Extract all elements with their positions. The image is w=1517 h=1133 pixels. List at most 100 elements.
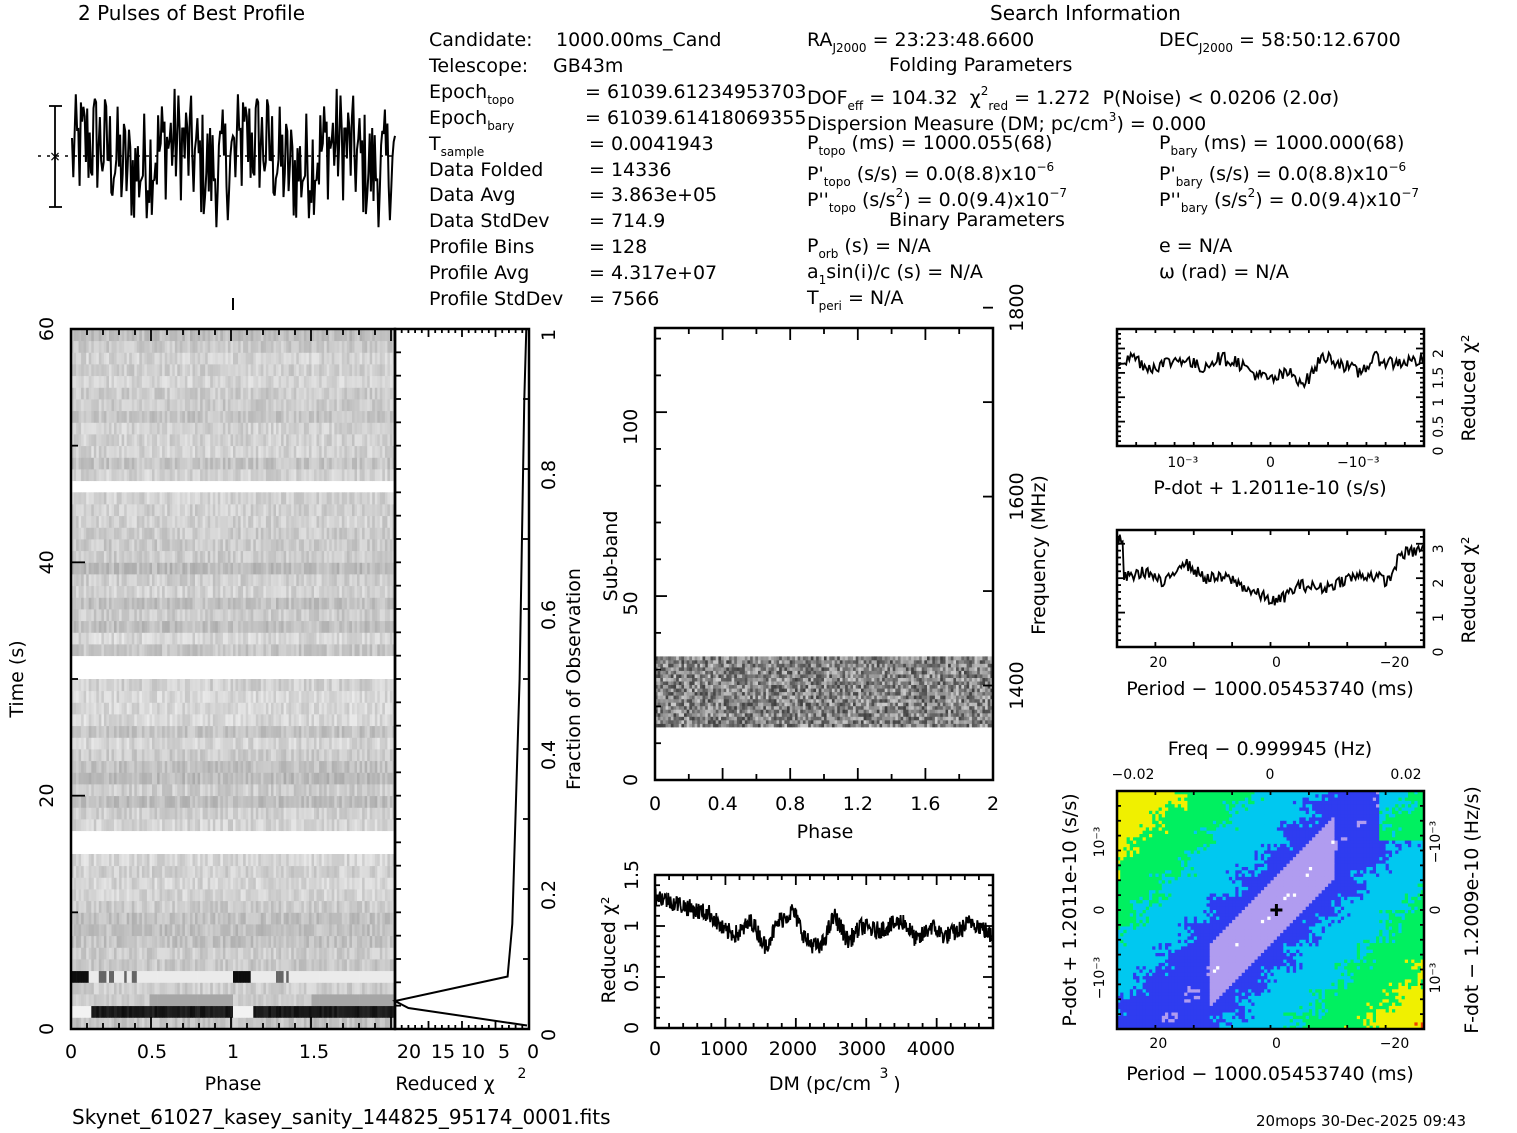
time-phase-cell — [159, 819, 163, 832]
time-phase-cell — [103, 760, 107, 773]
time-phase-cell — [182, 737, 186, 750]
time-phase-cell — [341, 959, 345, 972]
time-phase-cell — [379, 679, 383, 692]
time-phase-cell — [152, 574, 155, 587]
time-phase-cell — [331, 1017, 335, 1030]
time-phase-cell — [174, 889, 178, 902]
time-phase-cell — [308, 609, 312, 622]
time-phase-cell — [349, 924, 353, 937]
time-phase-cell — [268, 795, 272, 808]
time-phase-cell — [200, 795, 203, 808]
time-phase-cell — [215, 994, 219, 1007]
time-phase-cell — [83, 702, 87, 715]
time-phase-cell — [114, 784, 117, 797]
time-phase-cell — [235, 620, 239, 633]
time-phase-cell — [240, 947, 244, 960]
time-phase-cell — [131, 784, 135, 797]
time-phase-cell — [258, 737, 262, 750]
time-phase-cell — [263, 865, 267, 878]
time-phase-cell — [372, 912, 376, 925]
time-phase-cell — [235, 772, 239, 785]
time-phase-cell — [301, 889, 305, 902]
time-phase-cell — [192, 947, 196, 960]
time-phase-cell — [202, 644, 206, 657]
time-phase-cell — [172, 947, 176, 960]
time-phase-cell — [200, 877, 203, 890]
time-phase-cell — [243, 597, 246, 610]
time-phase-cell — [387, 807, 391, 820]
time-phase-cell — [83, 795, 87, 808]
time-phase-cell — [235, 702, 239, 715]
time-phase-cell — [172, 632, 176, 645]
time-phase-cell — [314, 959, 317, 972]
time-phase-cell — [260, 574, 264, 587]
time-phase-cell — [136, 807, 140, 820]
time-phase-cell — [387, 877, 391, 890]
time-phase-cell — [387, 585, 391, 598]
time-phase-cell — [119, 644, 122, 657]
time-phase-cell — [329, 714, 333, 727]
time-phase-cell — [126, 679, 130, 692]
time-phase-cell — [109, 550, 112, 563]
time-phase-cell — [271, 737, 274, 750]
time-phase-cell — [182, 947, 186, 960]
time-phase-cell — [78, 900, 82, 913]
time-phase-cell — [288, 819, 292, 832]
time-phase-cell — [243, 679, 246, 692]
time-phase-cell — [374, 819, 378, 832]
time-phase-cell — [268, 877, 272, 890]
time-phase-cell — [187, 609, 191, 622]
time-phase-cell — [281, 679, 284, 692]
time-phase-cell — [76, 924, 79, 937]
time-phase-cell — [314, 819, 317, 832]
time-phase-cell — [367, 935, 371, 948]
time-phase-cell — [319, 959, 322, 972]
time-phase-cell — [172, 679, 176, 692]
time-phase-cell — [369, 644, 373, 657]
tperi-line: Tperi = N/A — [807, 287, 904, 317]
time-phase-cell — [212, 679, 216, 692]
time-phase-cell — [162, 807, 165, 820]
time-phase-cell — [101, 690, 105, 703]
time-phase-cell — [71, 912, 74, 925]
time-phase-cell — [253, 784, 257, 797]
time-phase-cell — [233, 574, 236, 587]
time-phase-cell — [172, 924, 176, 937]
time-phase-cell — [303, 877, 307, 890]
info-value: = 0.0041943 — [589, 132, 714, 155]
time-phase-cell — [88, 574, 92, 587]
time-phase-cell — [364, 854, 368, 867]
time-phase-cell — [144, 994, 148, 1007]
time-phase-cell — [109, 562, 112, 575]
time-phase-cell — [303, 725, 307, 738]
pddtopo-a: (s/s — [861, 189, 896, 211]
time-phase-cell — [202, 574, 206, 587]
time-phase-cell — [202, 760, 206, 773]
time-phase-cell — [369, 970, 373, 983]
time-phase-cell — [146, 784, 150, 797]
time-phase-cell — [136, 982, 140, 995]
time-phase-cell — [195, 1005, 198, 1018]
time-phase-cell — [238, 1005, 241, 1018]
time-phase-cell — [174, 795, 178, 808]
time-phase-cell — [293, 982, 297, 995]
time-phase-cell — [73, 539, 77, 552]
time-phase-cell — [321, 644, 325, 657]
time-phase-cell — [177, 959, 181, 972]
time-phase-cell — [116, 784, 120, 797]
time-phase-cell — [119, 970, 122, 983]
time-phase-cell — [179, 620, 183, 633]
time-phase-cell — [303, 632, 307, 645]
time-phase-cell — [157, 935, 160, 948]
time-phase-cell — [384, 1017, 388, 1030]
time-phase-cell — [238, 749, 241, 762]
time-phase-cell — [258, 807, 262, 820]
time-phase-cell — [243, 620, 246, 633]
time-phase-cell — [159, 807, 163, 820]
time-phase-cell — [121, 632, 125, 645]
time-phase-cell — [162, 924, 165, 937]
time-phase-cell — [169, 854, 173, 867]
time-phase-cell — [179, 795, 183, 808]
time-phase-cell — [301, 550, 305, 563]
time-phase-cell — [220, 690, 224, 703]
